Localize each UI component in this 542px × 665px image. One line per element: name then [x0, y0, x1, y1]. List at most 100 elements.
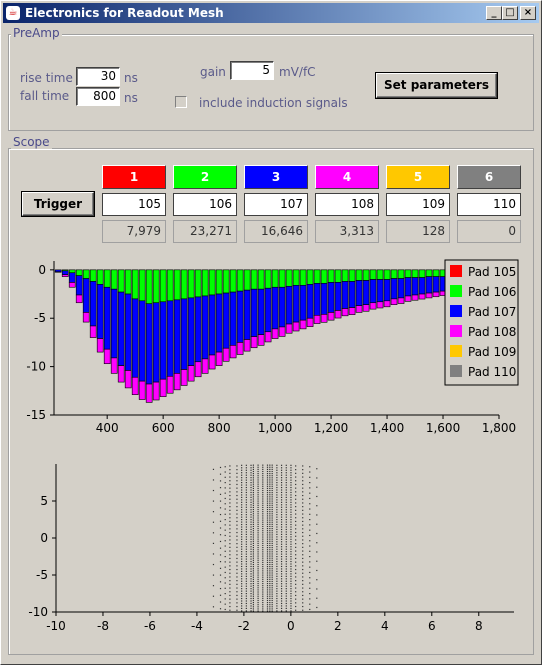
- scatter-point: [266, 521, 269, 523]
- scatter-point: [271, 532, 273, 534]
- close-button[interactable]: ×: [520, 6, 536, 20]
- scatter-point: [295, 487, 297, 489]
- scatter-point: [257, 470, 259, 473]
- scatter-point: [250, 605, 252, 607]
- scatter-point: [266, 506, 269, 509]
- scatter-point: [266, 487, 269, 490]
- channel-5-pad-input[interactable]: 109: [386, 193, 450, 216]
- scatter-point: [285, 551, 287, 553]
- scatter-point: [290, 546, 292, 548]
- scatter-point: [224, 487, 226, 489]
- channel-1-button[interactable]: 1: [102, 165, 166, 189]
- scatter-point: [316, 523, 318, 525]
- minimize-button[interactable]: _: [486, 6, 502, 20]
- scatter-point: [271, 496, 273, 498]
- scatter-point: [252, 506, 254, 509]
- histogram-bar: [264, 269, 272, 289]
- histogram-bar: [355, 280, 363, 306]
- scatter-point: [290, 553, 292, 555]
- scatter-point: [295, 583, 297, 585]
- scatter-point: [257, 464, 259, 466]
- induction-checkbox[interactable]: [175, 96, 187, 108]
- scatter-point: [262, 608, 264, 610]
- scatter-point: [252, 492, 254, 494]
- scatter-point: [245, 590, 247, 592]
- fall-time-input[interactable]: 800: [76, 87, 120, 106]
- channel-3-pad-input[interactable]: 107: [244, 193, 308, 216]
- channel-2-pad-input[interactable]: 106: [173, 193, 237, 216]
- scatter-point: [262, 544, 264, 547]
- scatter-point: [252, 521, 254, 523]
- scatter-point: [257, 585, 259, 587]
- scatter-point: [241, 482, 243, 484]
- histogram-bar: [411, 277, 419, 296]
- rise-time-input[interactable]: 30: [76, 67, 120, 86]
- scatter-point: [224, 519, 226, 521]
- scatter-point: [269, 530, 271, 532]
- scatter-point: [309, 476, 311, 478]
- scatter-point: [224, 582, 226, 584]
- scatter-point: [266, 515, 269, 517]
- scatter-point: [245, 585, 247, 587]
- scatter-point: [250, 486, 252, 489]
- trigger-button[interactable]: Trigger: [22, 192, 94, 216]
- scatter-point: [266, 587, 269, 589]
- scatter-point: [269, 551, 271, 553]
- scatter-point: [257, 568, 259, 570]
- scatter-point: [271, 479, 273, 481]
- scatter-point: [276, 583, 278, 585]
- set-parameters-button[interactable]: Set parameters: [376, 73, 497, 98]
- scatter-point: [271, 544, 273, 547]
- scatter-point: [262, 485, 264, 487]
- scatter-point: [250, 499, 252, 501]
- scatter-point: [241, 523, 243, 526]
- channel-5-button[interactable]: 5: [386, 165, 450, 189]
- scatter-point: [224, 529, 226, 531]
- channel-6-pad-input[interactable]: 110: [457, 193, 521, 216]
- histogram-bar: [215, 269, 223, 295]
- title-bar[interactable]: ☕ Electronics for Readout Mesh _ □ ×: [3, 3, 539, 23]
- channel-1-pad-input[interactable]: 105: [102, 193, 166, 216]
- scatter-point: [295, 517, 297, 519]
- scatter-point: [257, 591, 259, 593]
- scatter-point: [252, 561, 254, 564]
- channel-4-button[interactable]: 4: [315, 165, 379, 189]
- scatter-point: [252, 576, 254, 578]
- induction-label: include induction signals: [199, 96, 348, 110]
- scatter-point: [285, 491, 287, 494]
- scatter-point: [245, 501, 247, 503]
- channel-6-button[interactable]: 6: [457, 165, 521, 189]
- scatter-point: [266, 500, 269, 502]
- scatter-point: [302, 491, 304, 493]
- channel-2-button[interactable]: 2: [173, 165, 237, 189]
- scatter-point: [309, 593, 311, 595]
- legend-swatch: [450, 365, 462, 377]
- scatter-point: [290, 595, 292, 597]
- histogram-bar: [264, 331, 272, 343]
- gain-input[interactable]: 5: [230, 61, 274, 80]
- scatter-point: [276, 511, 278, 513]
- histogram-bar: [124, 293, 132, 371]
- scatter-point: [266, 591, 269, 593]
- scatter-point: [280, 511, 283, 513]
- scatter-point: [269, 559, 271, 561]
- scatter-point: [245, 595, 247, 597]
- scatter-point: [257, 492, 259, 494]
- maximize-button[interactable]: □: [502, 6, 518, 20]
- preamp-group: [8, 34, 534, 131]
- histogram-bar: [96, 338, 104, 353]
- scatter-point: [212, 606, 215, 608]
- scatter-point: [245, 509, 247, 511]
- fall-time-unit: ns: [124, 91, 138, 105]
- channel-3-button[interactable]: 3: [244, 165, 308, 189]
- histogram-bar: [75, 294, 83, 304]
- scatter-point: [266, 466, 269, 468]
- channel-4-pad-input[interactable]: 108: [315, 193, 379, 216]
- scatter-point: [266, 570, 269, 572]
- chart-legend: Pad 105 Pad 106 Pad 107 Pad 108 Pad 109 Pad 1…: [444, 259, 519, 386]
- scatter-point: [252, 547, 254, 549]
- scatter-point: [241, 568, 243, 570]
- histogram-bar: [131, 298, 139, 378]
- scatter-point: [262, 553, 264, 555]
- scatter-point: [250, 523, 252, 526]
